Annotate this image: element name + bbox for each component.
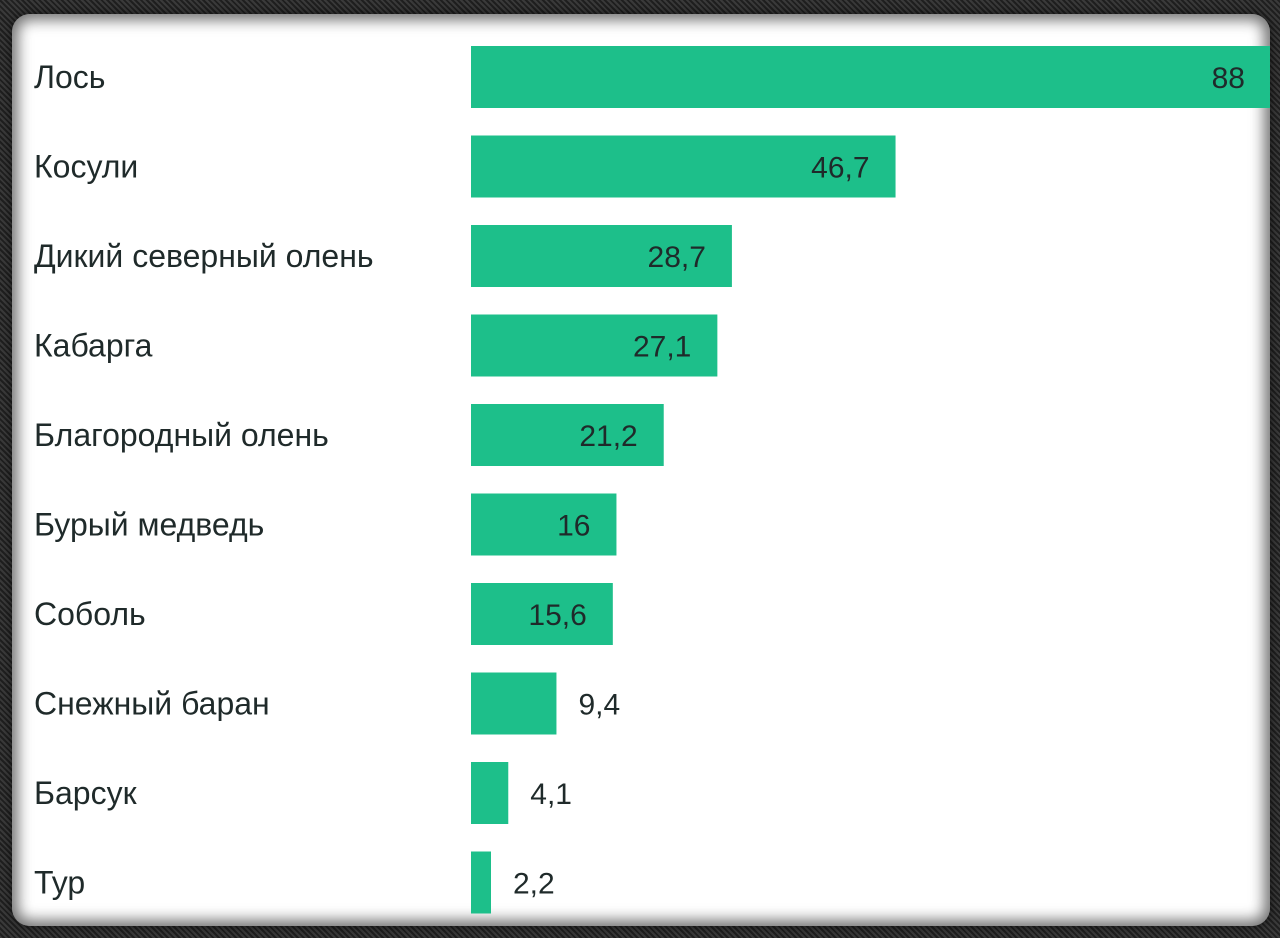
bar [471, 762, 509, 824]
category-label: Дикий северный олень [34, 238, 374, 274]
value-label: 88 [1212, 62, 1245, 95]
bar [471, 672, 557, 735]
category-label: Снежный баран [34, 686, 270, 722]
value-label: 4,1 [530, 778, 572, 811]
value-label: 16 [557, 510, 590, 543]
value-label: 27,1 [633, 331, 691, 364]
category-label: Соболь [34, 596, 146, 632]
bar [471, 493, 617, 556]
category-label: Благородный олень [34, 417, 329, 453]
category-label: Тур [34, 865, 85, 901]
value-label: 2,2 [513, 868, 555, 901]
bar [471, 225, 732, 287]
category-label: Кабарга [34, 328, 153, 364]
bar [471, 46, 1270, 108]
bar [471, 314, 718, 377]
bar [471, 135, 896, 198]
bar-chart: Лось 88 Косули 46,7 Дикий северный олень 28,7… [34, 46, 1270, 914]
value-label: 21,2 [579, 420, 637, 453]
chart-card: Лось 88 Косули 46,7 Дикий северный олень 28,7… [12, 14, 1270, 926]
bar [471, 404, 664, 466]
value-label: 28,7 [648, 241, 706, 274]
category-label: Бурый медведь [34, 507, 264, 543]
category-label: Лось [34, 59, 105, 95]
category-label: Косули [34, 149, 138, 185]
bar [471, 851, 491, 914]
bar [471, 583, 613, 645]
category-label: Барсук [34, 775, 138, 811]
value-label: 46,7 [811, 152, 869, 185]
value-label: 9,4 [578, 689, 620, 722]
value-label: 15,6 [528, 599, 586, 632]
